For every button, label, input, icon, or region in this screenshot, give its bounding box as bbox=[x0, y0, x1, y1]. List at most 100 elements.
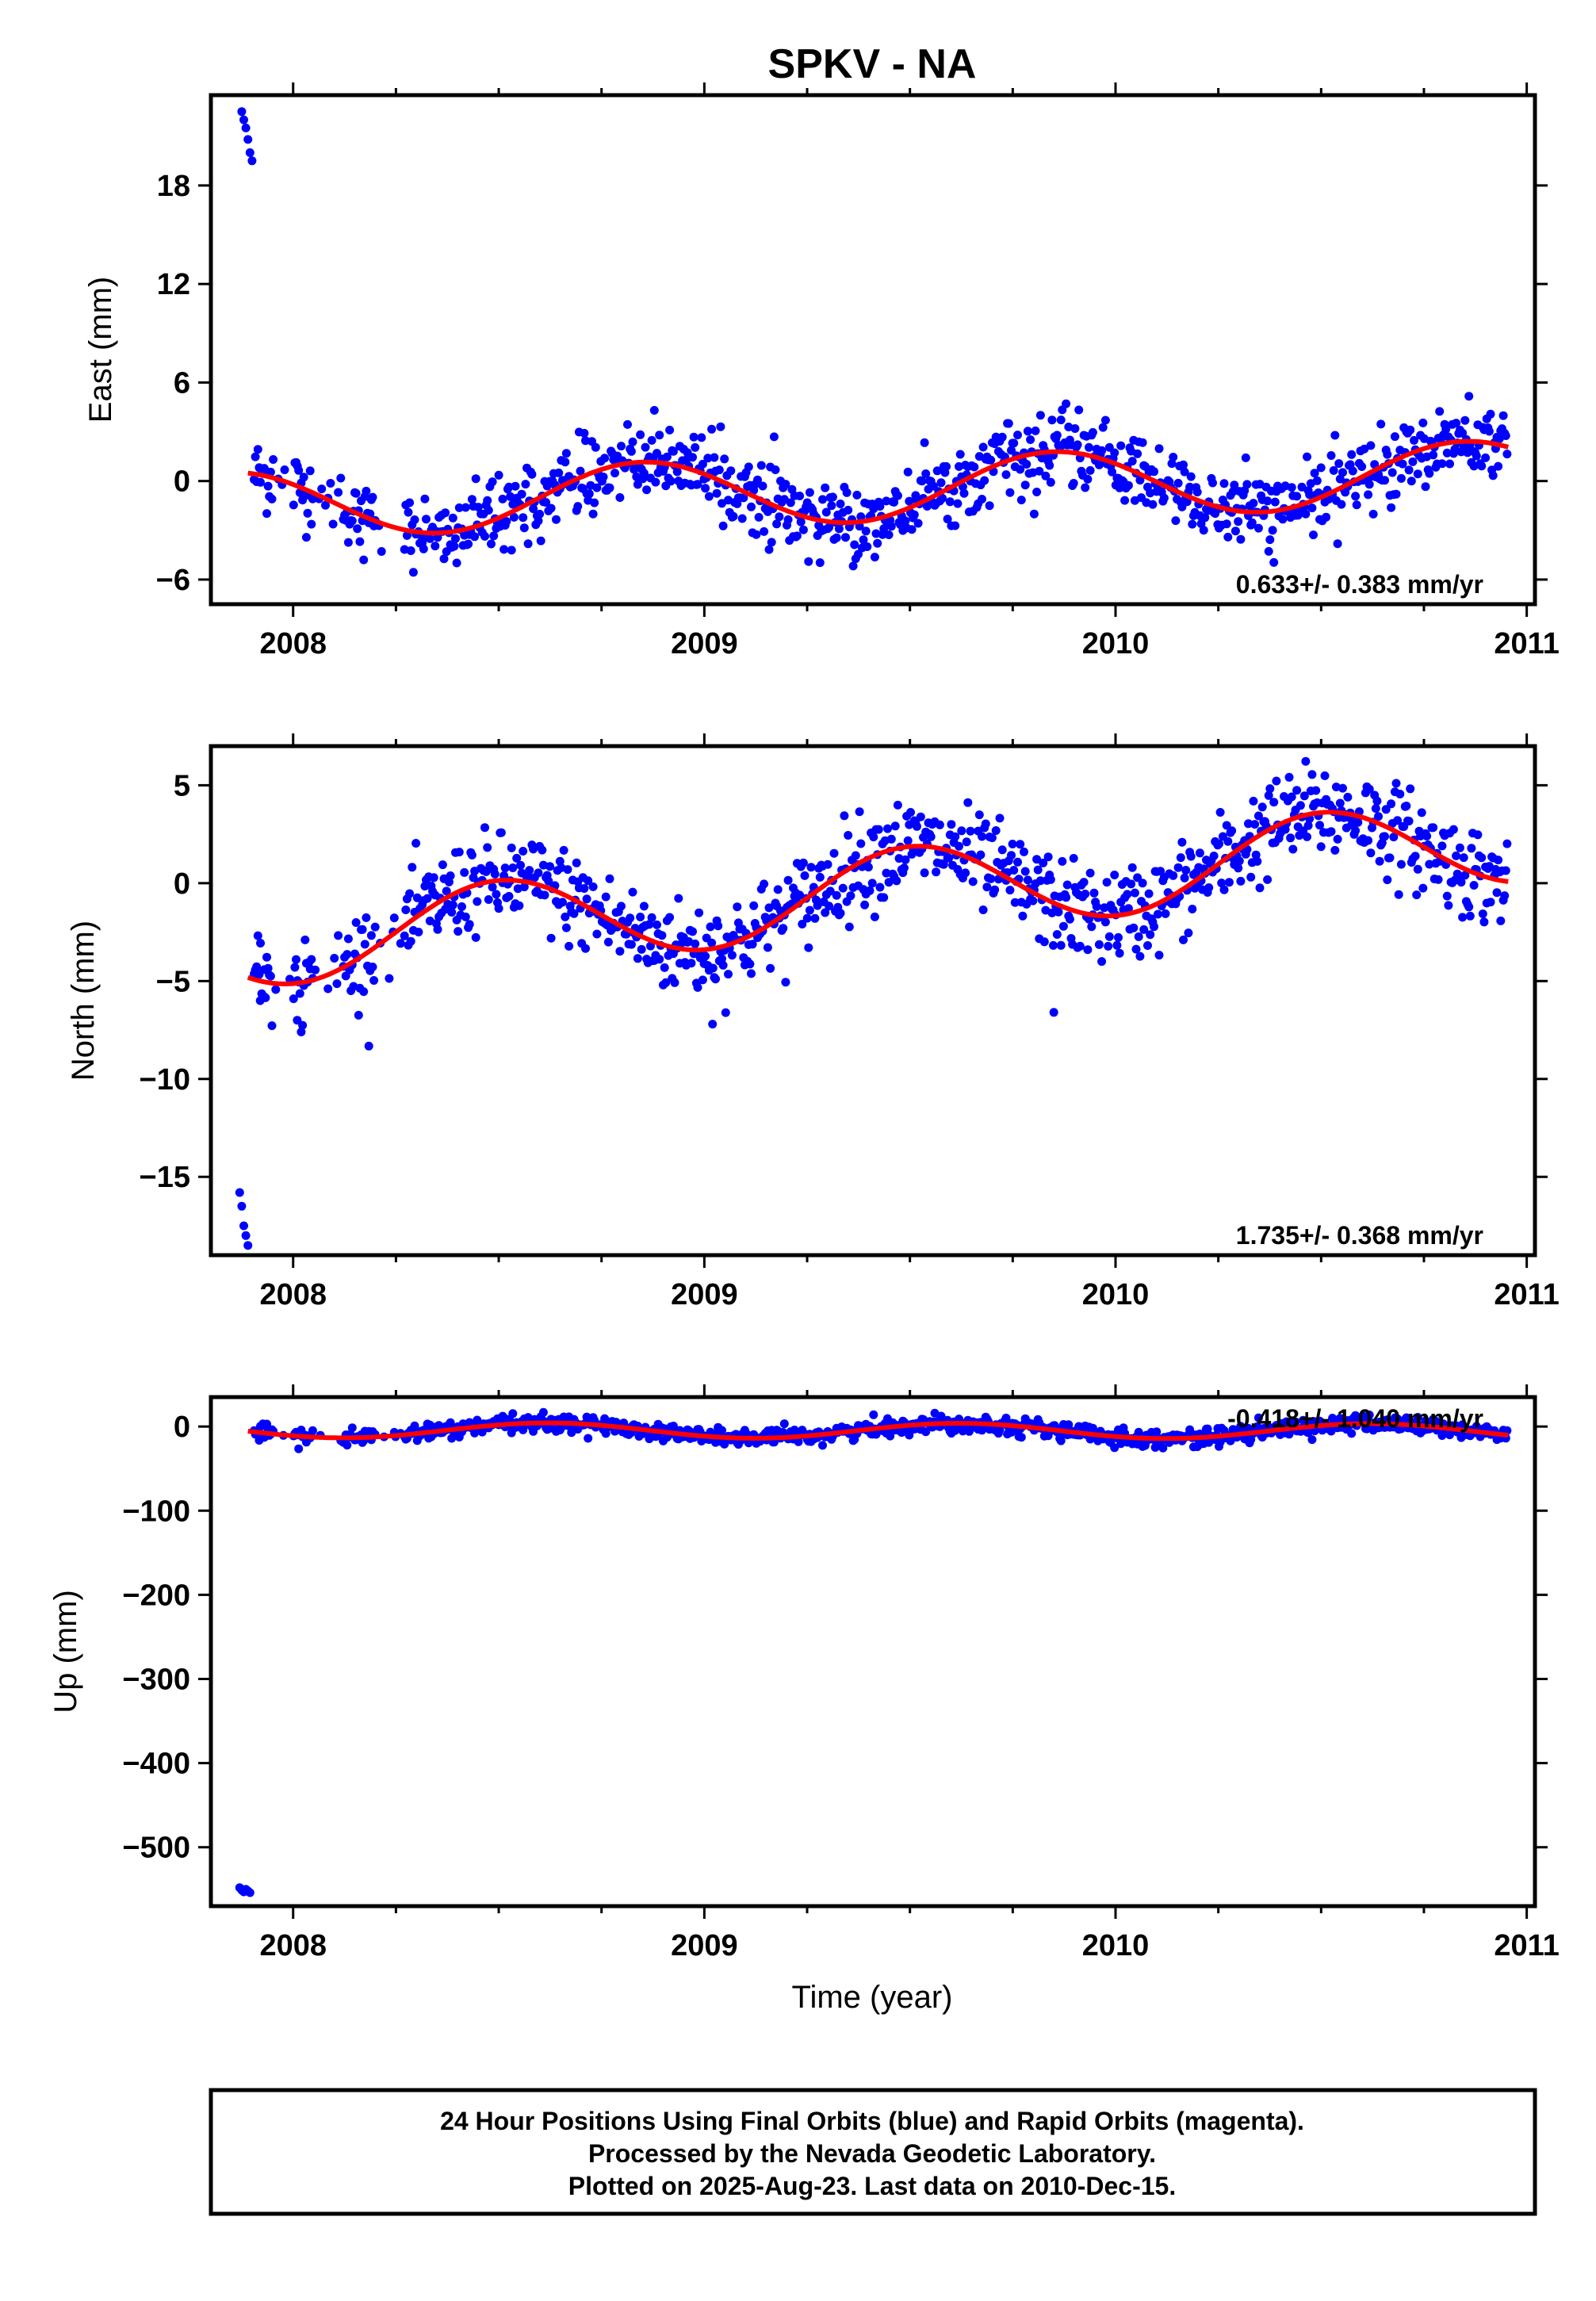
data-point bbox=[442, 886, 451, 896]
data-point bbox=[1292, 786, 1302, 795]
data-point bbox=[718, 960, 728, 970]
north-points bbox=[235, 756, 1512, 1250]
data-point bbox=[1442, 448, 1452, 458]
data-point bbox=[1326, 451, 1336, 460]
data-point bbox=[917, 477, 927, 486]
x-tick-label: 2011 bbox=[1494, 627, 1559, 660]
data-point bbox=[920, 868, 929, 878]
data-point bbox=[355, 537, 365, 546]
data-point bbox=[720, 454, 729, 464]
data-point bbox=[1297, 482, 1307, 492]
data-point bbox=[749, 901, 759, 910]
data-point bbox=[366, 931, 376, 940]
data-point bbox=[1075, 941, 1085, 951]
data-point bbox=[646, 941, 655, 951]
data-point bbox=[448, 900, 457, 909]
data-point bbox=[1385, 853, 1395, 863]
data-point bbox=[576, 466, 585, 476]
data-point bbox=[534, 868, 543, 878]
data-point bbox=[1253, 523, 1263, 533]
data-point bbox=[647, 913, 656, 922]
data-point bbox=[943, 515, 952, 524]
data-point bbox=[488, 882, 497, 892]
data-point bbox=[262, 952, 271, 962]
east-panel: 2008 2009 2010 2011 −6 0 6 12 18 East (mm) 0.633+/… bbox=[83, 82, 1560, 660]
data-point bbox=[851, 851, 860, 860]
data-point bbox=[886, 834, 896, 844]
data-point bbox=[1020, 480, 1030, 490]
data-point bbox=[1020, 847, 1028, 856]
data-point bbox=[1287, 792, 1296, 802]
data-point bbox=[292, 955, 300, 964]
data-point bbox=[401, 905, 411, 914]
data-point bbox=[517, 489, 526, 499]
data-point bbox=[636, 913, 645, 921]
data-point bbox=[1222, 519, 1231, 529]
up-points bbox=[235, 1407, 1512, 1897]
north-rate-label: 1.735+/- 0.368 mm/yr bbox=[1236, 1221, 1483, 1250]
data-point bbox=[525, 866, 534, 875]
data-point bbox=[951, 521, 960, 530]
data-point bbox=[966, 826, 975, 836]
data-point bbox=[507, 546, 516, 555]
data-point bbox=[874, 825, 883, 834]
data-point bbox=[502, 517, 511, 526]
data-point bbox=[1215, 839, 1223, 848]
data-point bbox=[447, 908, 457, 917]
data-point bbox=[1179, 460, 1188, 469]
data-point bbox=[1016, 465, 1025, 474]
y-tick-label: −300 bbox=[122, 1663, 190, 1696]
data-point bbox=[832, 890, 841, 900]
data-point bbox=[1264, 791, 1273, 800]
data-point bbox=[1307, 1435, 1317, 1445]
y-tick-label: −200 bbox=[122, 1579, 190, 1612]
data-point bbox=[294, 1444, 304, 1453]
data-point bbox=[1320, 771, 1330, 780]
data-point bbox=[1098, 423, 1108, 432]
data-point bbox=[1083, 474, 1093, 484]
data-point bbox=[1301, 756, 1311, 766]
data-point bbox=[429, 873, 438, 882]
data-point bbox=[558, 898, 567, 907]
data-point bbox=[561, 449, 571, 458]
data-point bbox=[707, 424, 717, 434]
data-point bbox=[423, 894, 432, 903]
data-point bbox=[844, 922, 854, 932]
data-point bbox=[1188, 519, 1197, 529]
data-point bbox=[519, 513, 528, 523]
data-point bbox=[438, 860, 447, 870]
x-tick-label: 2011 bbox=[1494, 1278, 1559, 1311]
data-point bbox=[645, 920, 654, 929]
data-point bbox=[945, 497, 955, 507]
data-point bbox=[1228, 487, 1238, 496]
data-point bbox=[1398, 459, 1407, 469]
data-point bbox=[772, 519, 782, 529]
data-point bbox=[1312, 476, 1322, 485]
data-point bbox=[1449, 825, 1458, 834]
y-tick-label: 0 bbox=[174, 1411, 190, 1444]
data-point bbox=[781, 978, 790, 987]
data-point bbox=[1032, 855, 1042, 864]
data-point bbox=[1478, 909, 1487, 918]
data-point bbox=[840, 811, 849, 821]
data-point bbox=[666, 477, 676, 486]
data-point bbox=[718, 1426, 726, 1435]
data-point bbox=[471, 932, 480, 942]
data-point bbox=[775, 512, 784, 522]
data-point bbox=[1234, 856, 1244, 866]
data-point bbox=[1069, 479, 1078, 488]
data-point bbox=[1010, 898, 1020, 907]
data-point bbox=[1458, 428, 1468, 438]
data-point bbox=[534, 516, 543, 526]
data-point bbox=[592, 929, 602, 939]
data-point bbox=[359, 987, 369, 997]
data-point bbox=[1494, 856, 1503, 865]
data-point bbox=[368, 492, 377, 502]
data-point bbox=[637, 944, 646, 954]
data-point bbox=[1486, 898, 1495, 907]
data-point bbox=[1364, 490, 1373, 500]
data-point bbox=[1459, 853, 1468, 863]
data-point bbox=[354, 1010, 363, 1020]
data-point bbox=[691, 442, 700, 452]
data-point bbox=[846, 891, 855, 901]
